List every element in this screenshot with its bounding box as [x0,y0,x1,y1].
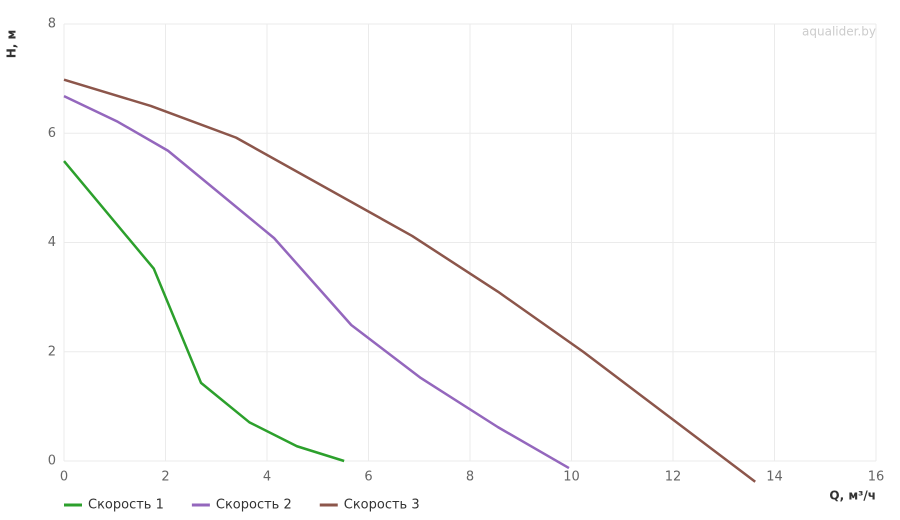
x-tick-label: 6 [364,470,372,485]
y-tick-label: 0 [48,454,56,469]
x-axis-label: Q, м³/ч [829,489,876,503]
line [63,78,756,483]
watermark: aqualider.by [802,25,876,39]
y-tick-label: 2 [48,344,56,359]
x-tick-label: 14 [766,470,783,485]
legend-label: Скорость 3 [344,498,420,513]
legend-label: Скорость 1 [88,498,164,513]
line [63,160,345,463]
x-tick-label: 10 [563,470,580,485]
x-tick-label: 2 [161,470,169,485]
y-axis-label: H, м [5,30,19,59]
legend-label: Скорость 2 [216,498,292,513]
y-tick-label: 4 [48,235,56,250]
x-tick-label: 12 [665,470,682,485]
x-tick-label: 0 [60,470,68,485]
y-tick-label: 8 [48,17,56,32]
y-tick-label: 6 [48,126,56,141]
line [63,94,570,470]
x-tick-label: 8 [466,470,474,485]
x-tick-label: 4 [263,470,271,485]
x-tick-label: 16 [868,470,885,485]
